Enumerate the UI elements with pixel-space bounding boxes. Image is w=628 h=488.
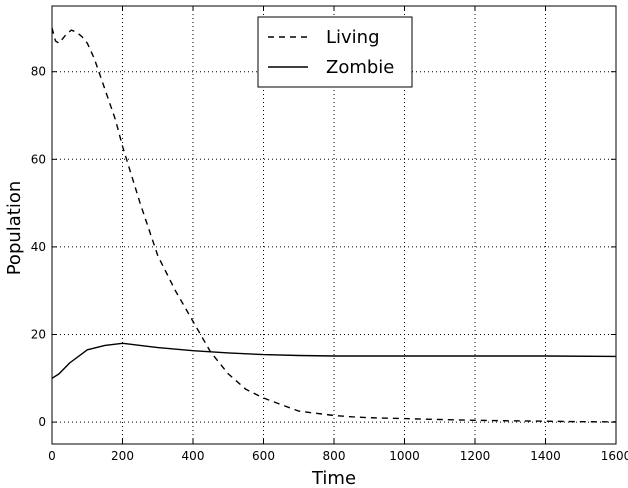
x-tick-label: 1000 — [389, 449, 420, 463]
legend-box — [257, 16, 413, 88]
x-tick-label: 0 — [48, 449, 56, 463]
x-axis-label: Time — [311, 468, 356, 488]
x-tick-label: 600 — [252, 449, 275, 463]
y-tick-label: 60 — [31, 152, 46, 166]
series-line-zombie — [51, 342, 617, 379]
x-tick-label: 400 — [182, 449, 205, 463]
legend-zombie-label: Zombie — [326, 57, 394, 78]
x-tick-label: 1200 — [460, 449, 491, 463]
x-tick-label: 200 — [111, 449, 134, 463]
y-tick-label: 20 — [31, 328, 46, 342]
series-line-living — [51, 27, 617, 423]
ticks: 0 200 400 600 800 1000 1200 1400 1600 0 20 40 60 80 — [31, 6, 628, 463]
series-layer — [51, 27, 617, 423]
x-tick-label: 800 — [323, 449, 346, 463]
x-tick-label: 1400 — [530, 449, 561, 463]
y-tick-label: 0 — [38, 415, 46, 429]
y-axis-label: Population — [4, 181, 25, 276]
legend-living-label: Living — [326, 27, 380, 48]
y-tick-label: 80 — [31, 65, 46, 79]
y-tick-label: 40 — [31, 240, 46, 254]
legend: Living Zombie — [257, 16, 413, 88]
x-tick-label: 1600 — [601, 449, 628, 463]
